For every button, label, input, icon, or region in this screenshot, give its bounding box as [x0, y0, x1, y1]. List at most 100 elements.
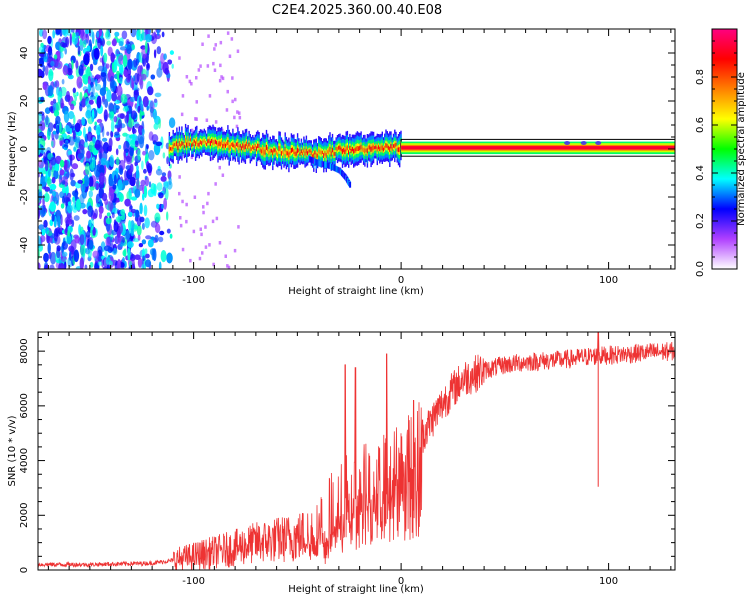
noise-speck	[122, 54, 128, 68]
noise-speck	[230, 37, 234, 41]
noise-speck	[144, 253, 150, 259]
noise-speck	[124, 180, 129, 186]
noise-speck	[84, 247, 91, 255]
noise-speck	[85, 109, 92, 119]
noise-speck	[144, 217, 150, 229]
noise-speck	[106, 131, 110, 136]
ridge-cell	[206, 142, 208, 146]
noise-speck	[141, 128, 145, 136]
noise-speck	[60, 52, 64, 59]
noise-speck	[71, 35, 79, 45]
noise-speck	[103, 52, 108, 63]
noise-speck	[69, 33, 73, 46]
noise-speck	[124, 261, 127, 268]
noise-speck	[49, 183, 57, 191]
noise-speck	[56, 101, 61, 111]
noise-speck	[200, 232, 203, 237]
noise-speck	[117, 118, 122, 132]
noise-speck	[233, 115, 236, 120]
ridge-cell	[303, 148, 305, 153]
noise-speck	[83, 175, 90, 187]
noise-speck	[129, 205, 133, 210]
ridge-cell	[290, 147, 293, 153]
ridge-branch-cell	[334, 165, 337, 172]
noise-speck	[134, 188, 141, 198]
noise-speck	[231, 76, 234, 80]
noise-speck	[47, 176, 51, 187]
noise-speck	[201, 42, 204, 46]
ridge-cell	[235, 142, 238, 146]
ridge-cell	[354, 148, 356, 153]
noise-speck	[141, 263, 146, 269]
figure-title: C2E4.2025.360.00.40.E08	[272, 3, 442, 18]
ridge-cell	[397, 147, 400, 152]
noise-speck	[126, 155, 132, 165]
noise-speck	[100, 148, 105, 154]
ridge-cell	[260, 149, 263, 154]
noise-speck	[88, 141, 95, 153]
colorbar-tick-label: 0.2	[695, 213, 706, 229]
y-tick-label: 8000	[19, 338, 30, 363]
ridge-cell	[232, 142, 234, 147]
ridge-cell	[282, 150, 284, 154]
noise-speck	[94, 78, 98, 87]
noise-speck	[205, 118, 209, 122]
noise-speck	[132, 238, 140, 243]
ridge-cell	[248, 142, 250, 147]
noise-speck	[144, 176, 149, 187]
noise-speck	[197, 68, 201, 72]
noise-speck	[204, 225, 207, 229]
noise-speck	[202, 205, 205, 209]
ridge-cell	[223, 142, 225, 146]
noise-speck	[136, 224, 142, 236]
noise-speck	[50, 140, 54, 148]
noise-speck	[94, 208, 98, 219]
ridge-cell	[203, 139, 205, 143]
noise-speck	[166, 156, 169, 165]
noise-speck	[79, 257, 84, 269]
colorbar: 0.0 0.2 0.4 0.6 0.8 Normalized spectral ampl…	[695, 28, 747, 277]
ridge-cell	[385, 143, 387, 148]
ridge-cell	[191, 143, 193, 147]
noise-speck	[226, 264, 229, 268]
ridge-cell	[213, 140, 215, 145]
noise-speck	[52, 98, 57, 104]
noise-speck	[81, 29, 84, 41]
y-tick-label: 0	[19, 567, 30, 573]
noise-speck	[55, 115, 61, 125]
noise-speck	[87, 75, 91, 86]
noise-speck	[180, 112, 184, 117]
noise-speck	[91, 31, 95, 45]
noise-speck	[221, 76, 225, 81]
noise-speck	[101, 137, 108, 142]
noise-speck	[118, 41, 124, 47]
noise-speck	[119, 46, 127, 51]
noise-speck	[117, 179, 123, 191]
noise-speck	[212, 262, 215, 267]
noise-speck	[50, 100, 54, 106]
ridge-cell	[390, 144, 392, 149]
ridge-branch-cell	[307, 155, 310, 162]
noise-speck	[224, 254, 227, 258]
ridge-cell	[275, 150, 278, 155]
ridge-branch-cell	[312, 157, 315, 164]
ridge-cell	[333, 152, 335, 156]
noise-speck	[164, 67, 169, 75]
ridge-cell	[174, 142, 177, 147]
noise-speck	[69, 251, 72, 262]
noise-speck	[190, 155, 194, 160]
noise-speck	[153, 98, 158, 104]
noise-speck	[80, 244, 86, 257]
noise-speck	[126, 110, 129, 124]
noise-speck	[49, 189, 53, 194]
noise-speck	[129, 145, 135, 157]
noise-speck	[195, 117, 198, 121]
ridge-band	[401, 146, 675, 150]
noise-speck	[236, 49, 240, 53]
noise-speck	[73, 249, 80, 263]
noise-speck	[66, 214, 73, 223]
noise-speck	[109, 103, 114, 113]
noise-speck	[131, 44, 136, 51]
ridge-cell	[216, 141, 218, 145]
noise-speck	[115, 148, 119, 156]
